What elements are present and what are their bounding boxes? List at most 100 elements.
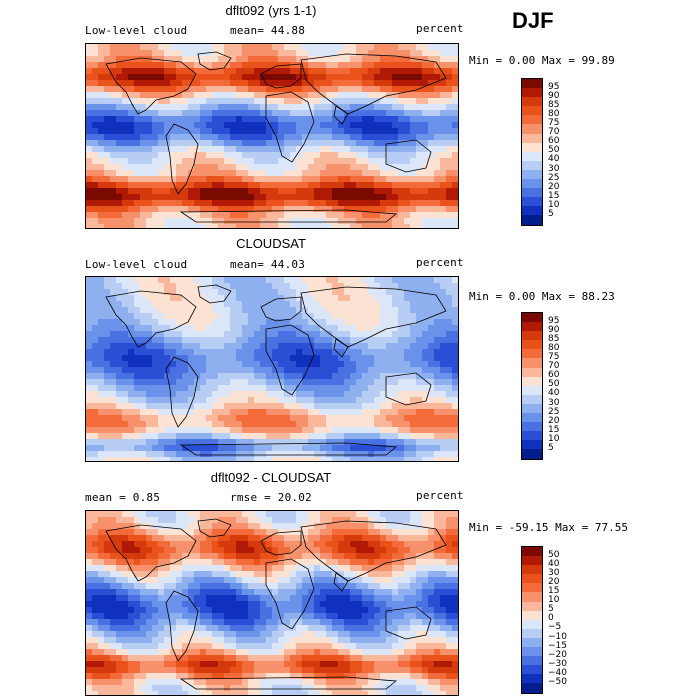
map-cell <box>302 565 309 572</box>
map-cell <box>176 44 183 51</box>
map-cell <box>248 68 255 75</box>
map-cell <box>362 541 369 548</box>
map-cell <box>446 589 453 596</box>
map-cell <box>314 409 321 416</box>
map-cell <box>434 224 441 228</box>
map-cell <box>392 289 399 296</box>
map-cell <box>218 433 225 440</box>
map-cell <box>116 176 123 183</box>
coastline <box>333 105 349 125</box>
map-cell <box>152 104 159 111</box>
map-cell <box>152 128 159 135</box>
map-cell <box>104 583 111 590</box>
map-cell <box>284 385 291 392</box>
map-cell <box>260 146 267 153</box>
map-cell <box>422 277 429 284</box>
map-cell <box>308 68 315 75</box>
map-cell <box>140 307 147 314</box>
map-cell <box>356 559 363 566</box>
map-cell <box>284 331 291 338</box>
map-cell <box>206 397 213 404</box>
map-cell <box>320 331 327 338</box>
map-cell <box>122 319 129 326</box>
map-cell <box>404 44 411 51</box>
map-cell <box>362 140 369 147</box>
map-cell <box>380 607 387 614</box>
map-cell <box>134 307 141 314</box>
map-cell <box>116 601 123 608</box>
map-cell <box>218 547 225 554</box>
map-cell <box>308 397 315 404</box>
map-cell <box>296 397 303 404</box>
map-cell <box>116 571 123 578</box>
map-cell <box>308 194 315 201</box>
map-cell <box>158 523 165 530</box>
map-cell <box>158 56 165 63</box>
map-cell <box>128 164 135 171</box>
map-cell <box>182 589 189 596</box>
map-cell <box>332 224 339 228</box>
map-cell <box>368 595 375 602</box>
map-cell <box>404 146 411 153</box>
map-cell <box>248 577 255 584</box>
map-cell <box>86 451 93 458</box>
map-cell <box>176 355 183 362</box>
map-cell <box>86 86 93 93</box>
map-cell <box>350 607 357 614</box>
map-cell <box>374 116 381 123</box>
map-cell <box>170 319 177 326</box>
map-cell <box>398 337 405 344</box>
map-cell <box>302 415 309 422</box>
map-cell <box>134 601 141 608</box>
map-cell <box>260 224 267 228</box>
map-cell <box>104 212 111 219</box>
map-cell <box>272 409 279 416</box>
map-cell <box>296 373 303 380</box>
map-field <box>86 44 458 228</box>
map-cell <box>344 589 351 596</box>
map-cell <box>248 601 255 608</box>
map-cell <box>158 146 165 153</box>
map-cell <box>440 361 447 368</box>
map-cell <box>236 134 243 141</box>
map-cell <box>218 451 225 458</box>
map-cell <box>398 607 405 614</box>
map-cell <box>104 319 111 326</box>
map-cell <box>374 583 381 590</box>
map-cell <box>182 218 189 225</box>
map-cell <box>122 355 129 362</box>
map-cell <box>338 391 345 398</box>
map-cell <box>110 110 117 117</box>
map-cell <box>248 553 255 560</box>
map-cell <box>242 373 249 380</box>
map-cell <box>296 277 303 284</box>
map-cell <box>344 98 351 105</box>
map-cell <box>314 140 321 147</box>
map-cell <box>212 367 219 374</box>
map-cell <box>392 134 399 141</box>
coastline <box>300 53 447 115</box>
map-cell <box>152 403 159 410</box>
map-cell <box>140 80 147 87</box>
map-cell <box>386 349 393 356</box>
map-cell <box>314 553 321 560</box>
map-cell <box>248 595 255 602</box>
map-cell <box>284 361 291 368</box>
map-cell <box>398 74 405 81</box>
map-cell <box>404 565 411 572</box>
map-cell <box>92 595 99 602</box>
map-cell <box>338 421 345 428</box>
map-cell <box>356 379 363 386</box>
map-cell <box>446 553 453 560</box>
map-cell <box>188 188 195 195</box>
map-cell <box>266 289 273 296</box>
map-cell <box>170 176 177 183</box>
map-cell <box>326 589 333 596</box>
map-cell <box>314 212 321 219</box>
map-cell <box>416 607 423 614</box>
map-cell <box>116 188 123 195</box>
map-cell <box>446 379 453 386</box>
map-cell <box>248 397 255 404</box>
map-cell <box>278 355 285 362</box>
map-cell <box>320 373 327 380</box>
